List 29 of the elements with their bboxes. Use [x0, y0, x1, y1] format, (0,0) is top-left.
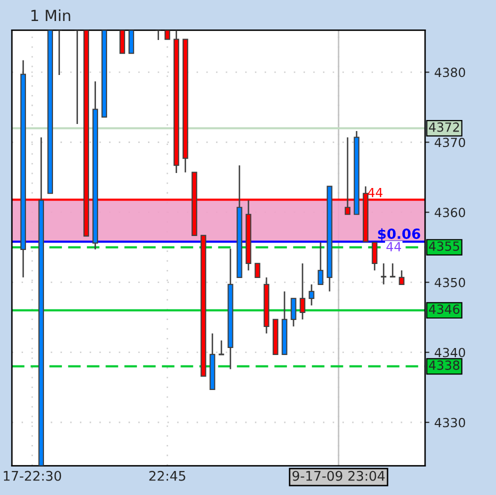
annotation: 44	[368, 188, 382, 198]
y-tick-label: 4350	[434, 278, 466, 288]
x-tick-label: 22:45	[149, 470, 186, 481]
candlestick	[372, 242, 378, 272]
ref-line-label: 4346	[428, 304, 460, 314]
candlestick	[290, 298, 296, 328]
ref-line-label: 4372	[428, 122, 459, 132]
candlestick	[128, 30, 134, 54]
y-tick-label: 4380	[434, 68, 466, 78]
candlestick	[398, 270, 404, 286]
y-tick-label: 4370	[434, 138, 466, 148]
ref-line-label: 4338	[428, 360, 460, 370]
candlestick	[119, 30, 126, 54]
chart-title: 1 Min	[31, 9, 70, 22]
candlestick	[218, 340, 225, 356]
y-tick-label: 4330	[434, 418, 466, 428]
annotation: 44	[386, 242, 402, 252]
y-tick-label: 4360	[434, 208, 466, 218]
x-tick-label: 9-17-09 23:04	[292, 470, 385, 481]
x-tick-label: 17-22:30	[4, 470, 62, 481]
annotation: $0.06	[378, 228, 420, 241]
ref-line-label: 4355	[428, 241, 460, 251]
candlestick	[300, 262, 306, 320]
candlestick	[254, 262, 260, 278]
y-tick-label: 4340	[434, 348, 466, 358]
candlestick	[318, 242, 324, 286]
candlestick	[380, 262, 388, 286]
candlestick	[308, 284, 314, 306]
candlestick	[389, 262, 396, 278]
